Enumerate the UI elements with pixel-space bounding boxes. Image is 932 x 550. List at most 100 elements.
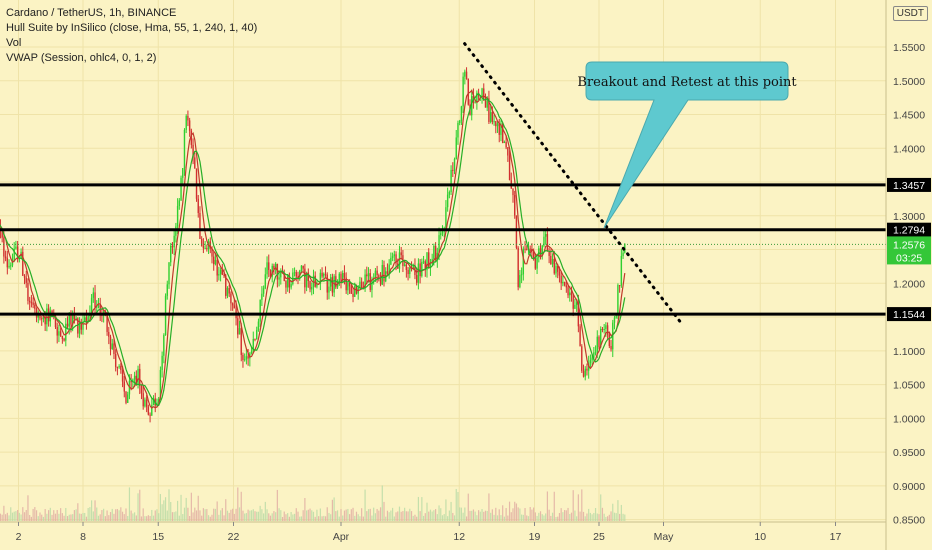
volume-bar (121, 511, 124, 521)
volume-bar (3, 505, 5, 521)
candle-body (190, 130, 193, 145)
volume-bar (94, 500, 96, 521)
volume-bar (357, 514, 359, 521)
candle-body (453, 158, 456, 171)
horizontal-levels[interactable] (0, 183, 886, 316)
volume-bar (139, 489, 141, 521)
candle-body (90, 297, 93, 314)
volume-bar (381, 485, 383, 521)
volume-bar (250, 510, 253, 521)
currency-button[interactable]: USDT (892, 6, 928, 21)
volume-bar (46, 513, 48, 521)
volume-bar (256, 511, 258, 521)
indicator-vol[interactable]: Vol (6, 37, 22, 49)
level-tag-bg (887, 222, 931, 237)
volume-bar (109, 512, 112, 521)
candle-body (152, 398, 155, 406)
candle-body (85, 317, 88, 322)
price-tick-label: 1.0000 (893, 413, 925, 425)
volume-bar (476, 515, 478, 521)
candle-body (3, 237, 5, 257)
candle-body (216, 259, 218, 276)
volume-bar (524, 508, 526, 521)
volume-bar (460, 507, 462, 521)
annotation-callout[interactable]: Breakout and Retest at this point (577, 61, 797, 229)
volume-bar (226, 510, 229, 521)
candle-body (438, 235, 440, 253)
candle-body (97, 305, 100, 307)
volume-bar (347, 508, 349, 521)
volume-bar (457, 492, 459, 521)
volume-bar (607, 516, 609, 521)
volume-bar (140, 516, 143, 521)
volume-bar (15, 511, 17, 521)
price-axis[interactable]: 0.8500 0.9000 0.9500 1.0000 1.0500 1.1000 1.15… (893, 42, 925, 527)
candle-body (366, 274, 368, 277)
time-tick-label: 19 (529, 531, 541, 543)
volume-bar (441, 515, 444, 521)
candle-body (133, 375, 136, 380)
candle-body (536, 257, 538, 269)
volume-bar (593, 512, 595, 521)
volume-bar (72, 514, 74, 521)
volume-bar (584, 516, 586, 521)
candle-body (594, 352, 597, 354)
candle-body (557, 265, 559, 272)
volume-bar (118, 510, 120, 521)
volume-bar (409, 508, 411, 521)
volume-bar (87, 508, 89, 521)
candle-body (391, 256, 394, 258)
volume-bar (96, 507, 98, 521)
candle-body (555, 265, 557, 274)
candle-body (534, 258, 537, 269)
volume-bar (479, 511, 481, 521)
volume-bar (503, 516, 505, 521)
volume-bar (546, 491, 548, 521)
volume-bar (438, 505, 440, 521)
volume-bar (459, 507, 461, 521)
volume-bar (168, 489, 170, 521)
volume-bar (570, 512, 573, 521)
volume-bar (450, 501, 452, 521)
volume-bar (447, 516, 449, 521)
candle-body (114, 353, 117, 367)
candle-body (371, 278, 373, 290)
indicator-hull[interactable]: Hull Suite by InSilico (close, Hma, 55, … (6, 22, 258, 34)
candle-body (422, 261, 425, 263)
candle-body (273, 265, 275, 270)
time-axis[interactable]: 2 8 15 22 Apr 12 19 25 May 10 17 (16, 522, 842, 543)
candle-body (135, 375, 138, 385)
candle-body (286, 275, 289, 288)
candle-body (178, 200, 181, 206)
symbol-title[interactable]: Cardano / TetherUS, 1h, BINANCE (6, 7, 177, 19)
volume-bar (376, 508, 378, 521)
candle-body (120, 366, 122, 370)
candle-body (359, 281, 361, 288)
volume-bar (333, 497, 335, 521)
volume-bar (436, 514, 438, 521)
volume-bar (522, 514, 524, 521)
volume-bar (330, 514, 332, 521)
callout-bubble[interactable] (585, 61, 789, 229)
volume-bar (280, 510, 282, 521)
volume-bar (70, 514, 72, 521)
volume-bar (302, 510, 304, 521)
candle-body (462, 76, 464, 107)
candle-body (367, 273, 370, 277)
volume-bar (419, 511, 421, 521)
volume-bar (163, 500, 165, 521)
volume-bar (264, 501, 266, 521)
candle-body (519, 275, 521, 288)
volume-bar (483, 511, 485, 521)
candle-body (39, 314, 41, 319)
volume-bar (170, 501, 172, 521)
volume-bar (166, 510, 168, 521)
volume-bar (132, 513, 134, 521)
volume-bar (228, 512, 230, 521)
candle-body (610, 346, 612, 350)
indicator-vwap[interactable]: VWAP (Session, ohlc4, 0, 1, 2) (6, 52, 157, 64)
volume-bar (536, 515, 538, 521)
volume-bar (195, 510, 198, 521)
